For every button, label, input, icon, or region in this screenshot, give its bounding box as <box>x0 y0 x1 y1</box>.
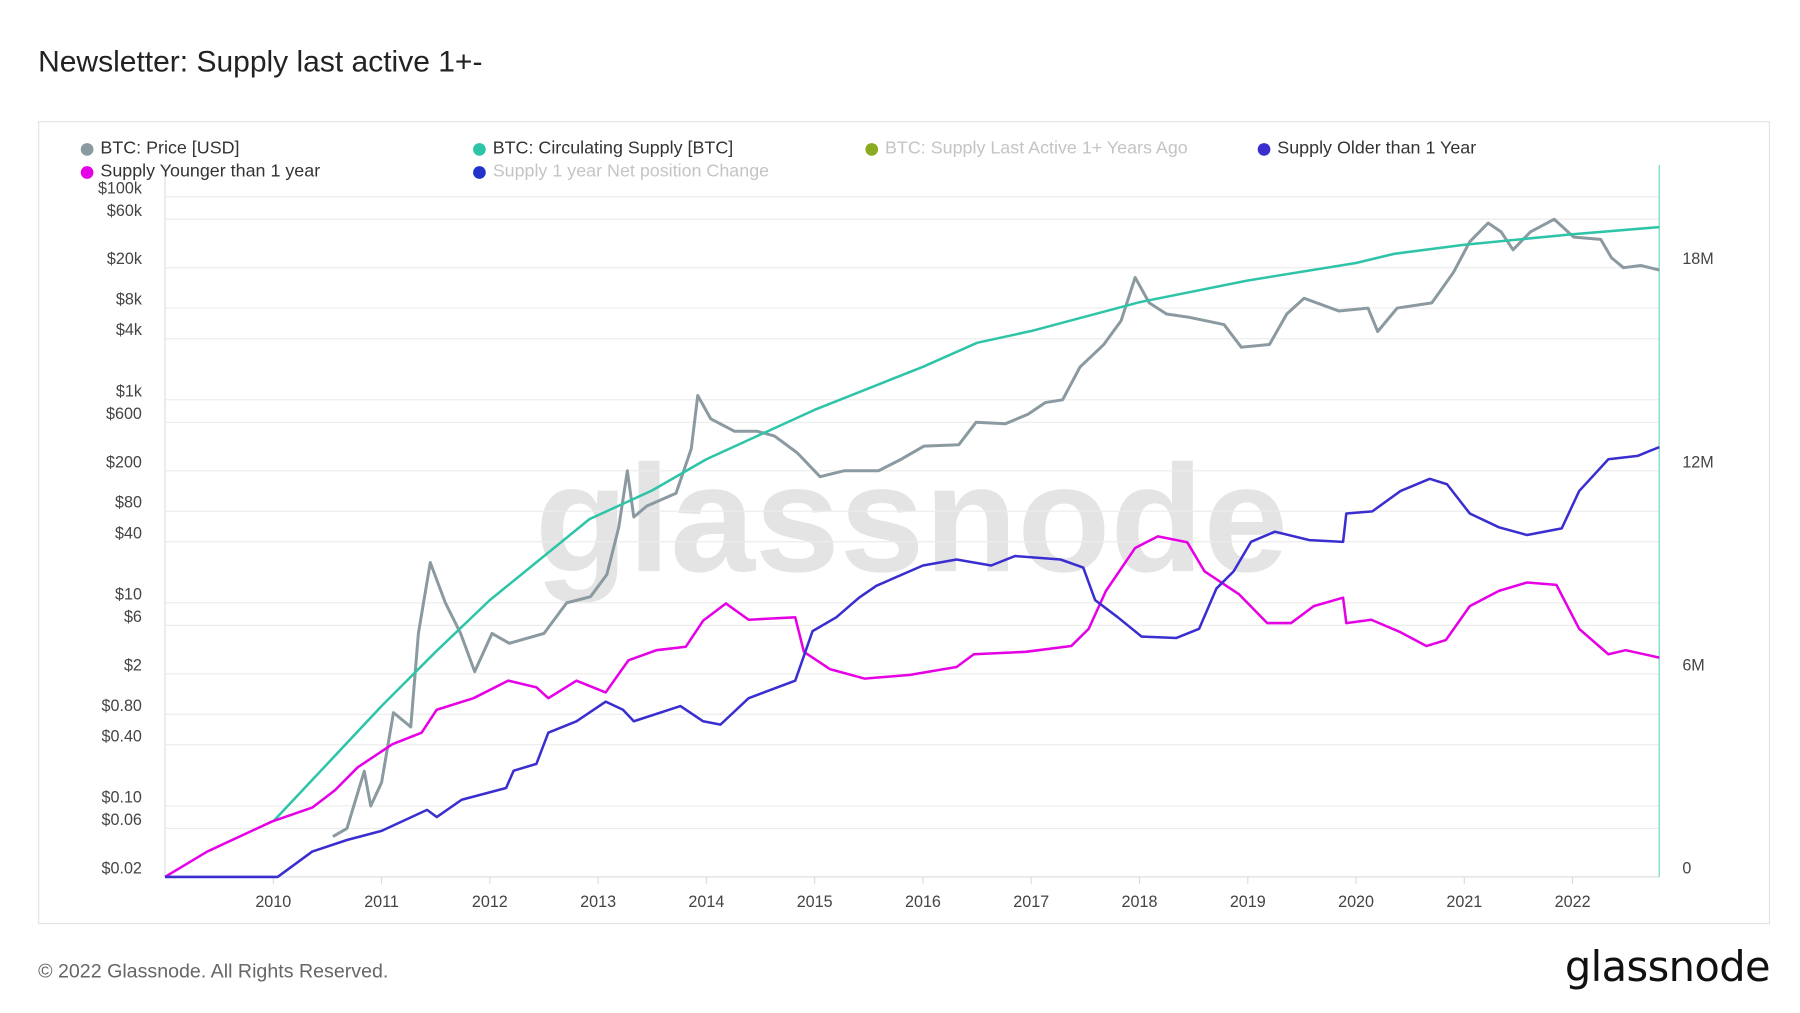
y-left-tick-label: $0.80 <box>102 697 142 715</box>
y-left-tick-label: $8k <box>116 291 143 309</box>
x-tick-label: 2013 <box>580 893 616 911</box>
y-left-tick-label: $80 <box>115 494 142 512</box>
y-left-tick-label: $100k <box>98 179 143 197</box>
legend-item[interactable]: BTC: Supply Last Active 1+ Years Ago <box>865 138 1188 159</box>
chart-frame <box>38 121 1771 925</box>
x-tick-label: 2014 <box>688 893 724 911</box>
legend-dot-icon <box>1257 142 1271 156</box>
series-line-btc-circulating-supply-btc <box>272 225 1660 823</box>
legend-item[interactable]: Supply 1 year Net position Change <box>473 162 769 183</box>
y-left-tick-label: $20k <box>107 250 143 268</box>
x-tick-label: 2015 <box>797 893 833 911</box>
y-left-tick-label: $0.02 <box>102 859 142 877</box>
x-tick-label: 2019 <box>1230 893 1266 911</box>
legend-item[interactable]: Supply Older than 1 Year <box>1257 138 1477 159</box>
legend-item[interactable]: Supply Younger than 1 year <box>80 161 321 183</box>
y-left-tick-label: $2 <box>124 656 142 674</box>
x-tick-label: 2020 <box>1338 893 1374 911</box>
legend-label: Supply Older than 1 Year <box>1277 138 1477 159</box>
y-left-tick-label: $1k <box>116 382 143 400</box>
brand-logo: glassnode <box>1564 943 1771 992</box>
y-right-tick-label: 18M <box>1682 250 1713 268</box>
legend-item[interactable]: BTC: Price [USD] <box>80 138 240 159</box>
legend-dot-icon <box>80 165 94 179</box>
series-line-supply-older-than-1-year <box>165 445 1660 879</box>
legend-item[interactable]: BTC: Circulating Supply [BTC] <box>473 138 733 159</box>
y-left-tick-label: $0.40 <box>102 727 142 745</box>
y-left-tick-label: $60k <box>107 202 143 220</box>
x-tick-label: 2022 <box>1555 893 1591 911</box>
legend-label: BTC: Supply Last Active 1+ Years Ago <box>885 138 1188 159</box>
x-tick-label: 2021 <box>1446 893 1482 911</box>
x-tick-label: 2012 <box>472 893 508 911</box>
legend-dot-icon <box>473 165 486 179</box>
legend-dot-icon <box>865 142 879 156</box>
y-left-tick-label: $0.06 <box>102 811 142 829</box>
x-tick-label: 2010 <box>255 893 291 911</box>
y-left-tick-label: $4k <box>116 321 143 339</box>
legend-label: Supply Younger than 1 year <box>100 161 321 182</box>
y-left-tick-label: $40 <box>115 524 142 542</box>
y-left-tick-label: $600 <box>106 405 142 423</box>
watermark: glassnode <box>535 434 1288 604</box>
y-left-tick-label: $10 <box>115 585 142 603</box>
x-tick-label: 2016 <box>905 893 941 911</box>
x-tick-label: 2017 <box>1013 893 1049 911</box>
series-line-supply-younger-than-1-year <box>164 535 1660 879</box>
y-left-tick-label: $200 <box>106 453 142 471</box>
y-left-tick-label: $0.10 <box>102 788 142 806</box>
y-right-tick-label: 0 <box>1682 859 1691 877</box>
legend-label: BTC: Circulating Supply [BTC] <box>492 138 734 159</box>
x-tick-label: 2011 <box>364 893 399 911</box>
page-title: Newsletter: Supply last active 1+- <box>38 43 483 79</box>
y-left-tick-label: $6 <box>124 608 142 626</box>
legend-label: BTC: Price [USD] <box>100 138 240 159</box>
copyright: © 2022 Glassnode. All Rights Reserved. <box>38 960 389 982</box>
legend-dot-icon <box>473 142 486 156</box>
y-right-tick-label: 12M <box>1682 453 1713 471</box>
x-tick-label: 2018 <box>1122 893 1158 911</box>
y-right-tick-label: 6M <box>1682 656 1704 674</box>
legend-dot-icon <box>80 142 94 156</box>
series-line-btc-price-usd <box>332 217 1660 838</box>
legend-label: Supply 1 year Net position Change <box>492 161 770 182</box>
